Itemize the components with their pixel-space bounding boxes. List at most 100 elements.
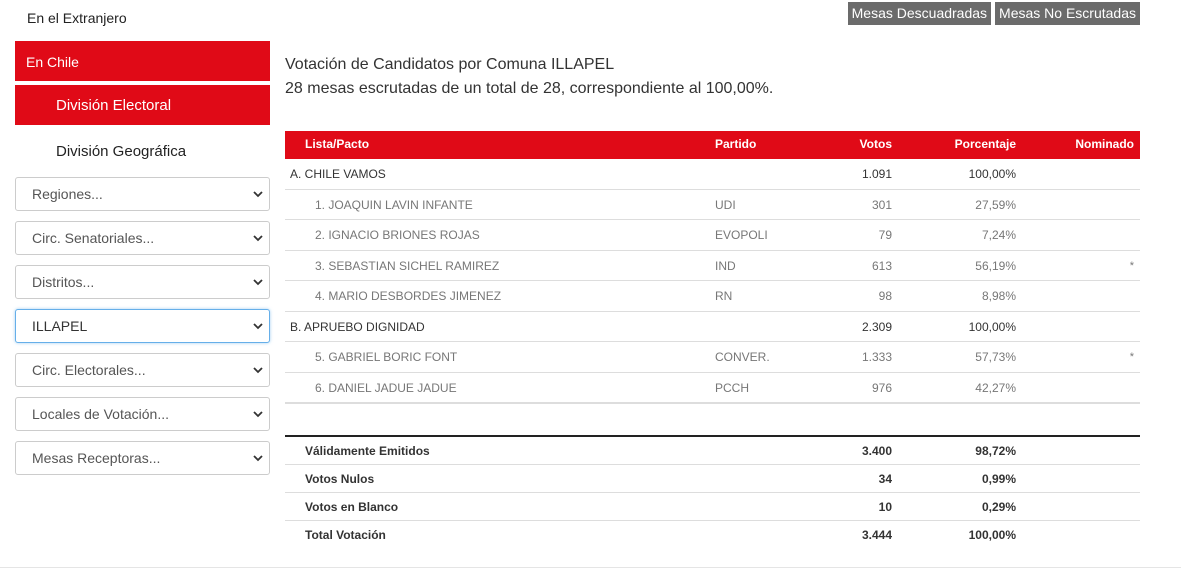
sidebar-nav: En el Extranjero En Chile División Elect… bbox=[15, 0, 270, 475]
candidate-row: 1. JOAQUIN LAVIN INFANTE UDI 301 27,59% bbox=[285, 190, 1140, 220]
chevron-down-icon bbox=[253, 191, 263, 198]
totals-row: Votos Nulos 34 0,99% bbox=[285, 465, 1140, 493]
row-partido: PCCH bbox=[715, 380, 750, 395]
comuna-select[interactable]: ILLAPEL bbox=[15, 309, 270, 343]
nav-division-electoral[interactable]: División Electoral bbox=[15, 85, 270, 125]
mesas-descuadradas-button[interactable]: Mesas Descuadradas bbox=[847, 2, 992, 25]
row-partido: EVOPOLI bbox=[715, 228, 768, 242]
row-nominado bbox=[1016, 312, 1140, 342]
totals-votos: 10 bbox=[878, 500, 892, 514]
row-porcentaje: 56,19% bbox=[975, 258, 1016, 273]
chevron-down-icon bbox=[253, 455, 263, 462]
totals-votos: 34 bbox=[878, 472, 892, 486]
select-value: Locales de Votación... bbox=[32, 406, 169, 422]
header-votos: Votos bbox=[859, 137, 892, 151]
totals-porcentaje: 98,72% bbox=[975, 444, 1016, 458]
totals-label: Votos Nulos bbox=[305, 472, 375, 486]
row-partido: CONVER. bbox=[715, 350, 770, 364]
mesas-no-escrutadas-button[interactable]: Mesas No Escrutadas bbox=[995, 2, 1140, 25]
select-value: Regiones... bbox=[32, 186, 103, 202]
row-porcentaje: 100,00% bbox=[968, 167, 1016, 181]
row-votos: 301 bbox=[871, 197, 892, 212]
candidate-row: 4. MARIO DESBORDES JIMENEZ RN 98 8,98% bbox=[285, 281, 1140, 312]
row-votos: 79 bbox=[878, 228, 892, 242]
pacto-row: A. CHILE VAMOS 1.091 100,00% bbox=[285, 159, 1140, 190]
header-lista-pacto: Lista/Pacto bbox=[305, 137, 370, 151]
chevron-down-icon bbox=[253, 367, 263, 374]
row-porcentaje: 57,73% bbox=[975, 350, 1016, 364]
locales-votacion-select[interactable]: Locales de Votación... bbox=[15, 397, 270, 431]
totals-label: Total Votación bbox=[305, 528, 386, 542]
select-value: ILLAPEL bbox=[32, 318, 88, 334]
row-name: 6. DANIEL JADUE JADUE bbox=[315, 380, 457, 395]
row-votos: 976 bbox=[871, 380, 892, 395]
row-porcentaje: 27,59% bbox=[975, 197, 1016, 212]
select-value: Circ. Senatoriales... bbox=[32, 230, 155, 246]
distritos-select[interactable]: Distritos... bbox=[15, 265, 270, 299]
row-partido: UDI bbox=[715, 197, 736, 212]
row-nominado bbox=[1016, 190, 1140, 220]
row-nominado bbox=[1016, 281, 1140, 311]
circ-senatoriales-select[interactable]: Circ. Senatoriales... bbox=[15, 221, 270, 255]
row-porcentaje: 7,24% bbox=[981, 228, 1016, 242]
totals-row: Total Votación 3.444 100,00% bbox=[285, 521, 1140, 549]
candidate-row: 5. GABRIEL BORIC FONT CONVER. 1.333 57,7… bbox=[285, 342, 1140, 373]
chevron-down-icon bbox=[253, 323, 263, 330]
totals-row: Válidamente Emitidos 3.400 98,72% bbox=[285, 437, 1140, 465]
row-votos: 613 bbox=[871, 258, 892, 273]
row-votos: 2.309 bbox=[861, 319, 892, 334]
row-porcentaje: 8,98% bbox=[981, 289, 1016, 303]
nav-en-el-extranjero[interactable]: En el Extranjero bbox=[27, 10, 127, 26]
totals-porcentaje: 0,29% bbox=[981, 500, 1016, 514]
page-title: Votación de Candidatos por Comuna ILLAPE… bbox=[285, 56, 615, 73]
row-nominado bbox=[1016, 220, 1140, 250]
row-partido bbox=[715, 159, 815, 189]
totals-votos: 3.444 bbox=[861, 528, 892, 542]
row-name: A. CHILE VAMOS bbox=[290, 167, 386, 181]
row-nominado: * bbox=[1129, 259, 1134, 272]
table-header: Lista/Pacto Partido Votos Porcentaje Nom… bbox=[285, 131, 1140, 159]
regiones-select[interactable]: Regiones... bbox=[15, 177, 270, 211]
row-nominado bbox=[1016, 159, 1140, 189]
mesas-receptoras-select[interactable]: Mesas Receptoras... bbox=[15, 441, 270, 475]
chevron-down-icon bbox=[253, 279, 263, 286]
nav-en-chile[interactable]: En Chile bbox=[15, 41, 270, 81]
candidate-row: 3. SEBASTIAN SICHEL RAMIREZ IND 613 56,1… bbox=[285, 251, 1140, 281]
row-name: 5. GABRIEL BORIC FONT bbox=[315, 350, 458, 364]
row-porcentaje: 100,00% bbox=[968, 319, 1016, 334]
row-porcentaje: 42,27% bbox=[975, 380, 1016, 395]
top-button-group: Mesas Descuadradas Mesas No Escrutadas bbox=[847, 2, 1140, 25]
chevron-down-icon bbox=[253, 235, 263, 242]
row-name: B. APRUEBO DIGNIDAD bbox=[290, 319, 425, 334]
row-nominado bbox=[1016, 373, 1140, 403]
totals-porcentaje: 100,00% bbox=[968, 528, 1016, 542]
row-votos: 1.091 bbox=[861, 167, 892, 181]
row-name: 2. IGNACIO BRIONES ROJAS bbox=[315, 228, 480, 242]
row-name: 4. MARIO DESBORDES JIMENEZ bbox=[315, 289, 502, 303]
nav-division-geografica[interactable]: División Geográfica bbox=[56, 143, 187, 160]
totals-row: Votos en Blanco 10 0,29% bbox=[285, 493, 1140, 521]
row-partido: RN bbox=[715, 289, 733, 303]
page-divider bbox=[0, 567, 1181, 568]
totals-label: Votos en Blanco bbox=[305, 500, 399, 514]
totals-porcentaje: 0,99% bbox=[981, 472, 1016, 486]
header-nominado: Nominado bbox=[1075, 137, 1134, 151]
row-partido: IND bbox=[715, 258, 736, 273]
totals-section: Válidamente Emitidos 3.400 98,72% Votos … bbox=[285, 435, 1140, 549]
results-heading: Votación de Candidatos por Comuna ILLAPE… bbox=[285, 55, 773, 99]
pacto-row: B. APRUEBO DIGNIDAD 2.309 100,00% bbox=[285, 312, 1140, 342]
select-value: Distritos... bbox=[32, 274, 95, 290]
candidate-row: 6. DANIEL JADUE JADUE PCCH 976 42,27% bbox=[285, 373, 1140, 403]
row-votos: 1.333 bbox=[861, 350, 892, 364]
table-spacer bbox=[285, 403, 1140, 435]
row-name: 1. JOAQUIN LAVIN INFANTE bbox=[315, 197, 473, 212]
chevron-down-icon bbox=[253, 411, 263, 418]
row-partido bbox=[715, 312, 815, 342]
row-name: 3. SEBASTIAN SICHEL RAMIREZ bbox=[315, 258, 500, 273]
row-nominado: * bbox=[1129, 351, 1134, 363]
results-table: Lista/Pacto Partido Votos Porcentaje Nom… bbox=[285, 131, 1140, 549]
select-value: Mesas Receptoras... bbox=[32, 450, 161, 466]
circ-electorales-select[interactable]: Circ. Electorales... bbox=[15, 353, 270, 387]
header-porcentaje: Porcentaje bbox=[954, 137, 1016, 151]
select-value: Circ. Electorales... bbox=[32, 362, 146, 378]
